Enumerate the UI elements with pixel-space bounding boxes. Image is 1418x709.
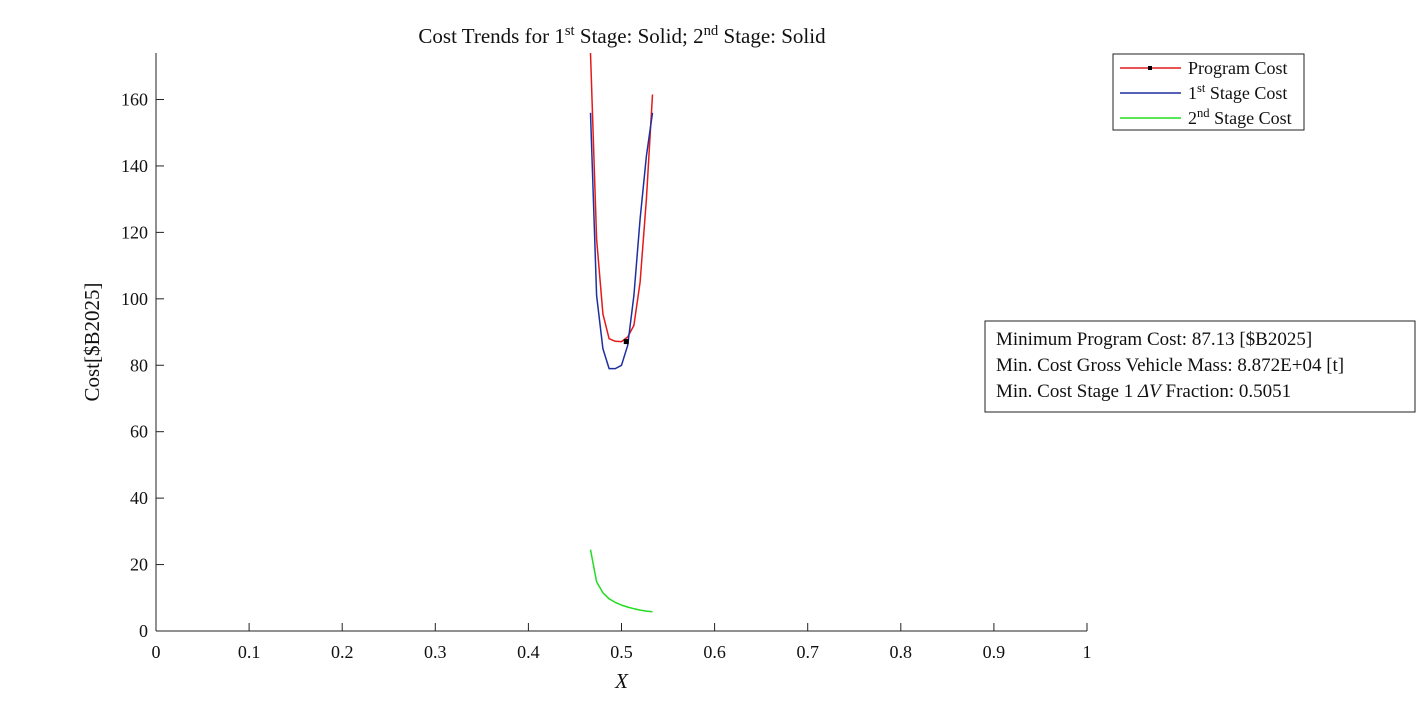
legend-label-part: nd (1197, 106, 1210, 120)
x-tick-label: 1 (1083, 642, 1092, 662)
chart-title-text-part: Cost Trends for 1 (418, 24, 564, 48)
series-1-point (614, 367, 617, 370)
annotation-line: Minimum Program Cost: 87.13 [$B2025] (996, 329, 1312, 350)
legend-label-part: 1 (1188, 83, 1197, 103)
x-tick-label: 0.3 (424, 642, 447, 662)
series-1-point (608, 367, 611, 370)
annotation-line-part: ΔV (1137, 381, 1163, 402)
chart-title-text-part: Stage: Solid (718, 24, 826, 48)
series-2-point (651, 610, 654, 613)
y-axis-title: Cost[$B2025] (80, 282, 104, 401)
legend-label-part: Stage Cost (1205, 83, 1287, 103)
series-1-point (626, 344, 629, 347)
chart-title-text: Cost Trends for 1st Stage: Solid; 2nd St… (418, 23, 826, 48)
legend-label: 2nd Stage Cost (1188, 106, 1292, 128)
annotation-line-part: Min. Cost Stage 1 (996, 381, 1138, 402)
x-axis-title: X (614, 669, 629, 693)
legend-label-part: st (1197, 81, 1206, 95)
x-tick-label: 0.6 (703, 642, 726, 662)
annotation-line: Min. Cost Stage 1 ΔV Fraction: 0.5051 (996, 381, 1291, 402)
x-tick-label: 0 (152, 642, 161, 662)
chart-title-text-part: Stage: Solid; 2 (575, 24, 704, 48)
series-line-2 (589, 549, 653, 613)
y-tick-label: 60 (130, 422, 148, 442)
series-0-point (639, 281, 642, 284)
series-line-0 (589, 52, 654, 343)
axes: 0 0.1 0.2 0.3 0.4 0.5 0.6 0.7 0.8 0.9 1 0 20 40 60 80 10… (80, 53, 1092, 693)
x-tick-label: 0.1 (238, 642, 261, 662)
y-tick-label: 20 (130, 555, 148, 575)
series-2-point (589, 548, 592, 551)
min-cost-annotation: Minimum Program Cost: 87.13 [$B2025] Min.… (984, 320, 1416, 413)
series-0-point (645, 198, 648, 201)
series-line-1 (589, 112, 654, 370)
series-2-point (645, 610, 648, 613)
series-1-point (651, 111, 654, 114)
series-0-point (608, 337, 611, 340)
series-1-point (601, 347, 604, 350)
y-tick-label: 100 (121, 289, 148, 309)
y-tick-label: 80 (130, 355, 148, 375)
series-2-point (608, 597, 611, 600)
legend-label: Program Cost (1188, 58, 1288, 78)
series-2-point (614, 601, 617, 604)
series-0-point (589, 52, 592, 55)
series-0-point (632, 324, 635, 327)
series-0-point (601, 312, 604, 315)
series-0-point (595, 238, 598, 241)
x-tick-label: 0.9 (983, 642, 1006, 662)
series-2-point (639, 609, 642, 612)
chart-title: Cost Trends for 1st Stage: Solid; 2nd St… (418, 23, 826, 48)
chart-title-text-part: st (565, 23, 575, 39)
series-1-point (620, 364, 623, 367)
series-1-point (639, 218, 642, 221)
x-tick-label: 0.5 (610, 642, 633, 662)
annotation-line-part: Fraction: 0.5051 (1161, 381, 1291, 402)
y-tick-label: 160 (121, 90, 148, 110)
y-tick-label: 120 (121, 222, 148, 242)
x-tick-label: 0.4 (517, 642, 540, 662)
legend-label-part: Stage Cost (1210, 108, 1292, 128)
x-tick-label: 0.2 (331, 642, 354, 662)
series-1-point (589, 111, 592, 114)
chart-title-text-part: nd (704, 23, 719, 39)
series-1-point (645, 154, 648, 157)
series-lines (589, 52, 654, 613)
series-1-point (632, 294, 635, 297)
series-0-point (651, 93, 654, 96)
series-2-point (626, 606, 629, 609)
series-0-point (620, 340, 623, 343)
series-2-point (620, 604, 623, 607)
series-2-point (595, 580, 598, 583)
annotation-line-part: Min. Cost Gross Vehicle Mass: 8.872E+04 … (996, 355, 1344, 376)
legend-marker (1148, 66, 1152, 70)
series-0-point (614, 340, 617, 343)
series-2-point (632, 607, 635, 610)
annotation-box (984, 320, 1416, 413)
y-tick-label: 140 (121, 156, 148, 176)
legend-label-part: Program Cost (1188, 58, 1288, 78)
y-tick-label: 0 (139, 621, 148, 641)
annotation-line-part: Minimum Program Cost: 87.13 [$B2025] (996, 329, 1312, 350)
y-tick-label: 40 (130, 488, 148, 508)
series-1-point (595, 294, 598, 297)
annotation-line: Min. Cost Gross Vehicle Mass: 8.872E+04 … (996, 355, 1344, 376)
minimum-cost-marker (623, 339, 629, 345)
x-tick-label: 0.8 (890, 642, 913, 662)
series-2-point (601, 591, 604, 594)
legend-label-part: 2 (1188, 108, 1197, 128)
legend-label: 1st Stage Cost (1188, 81, 1287, 103)
x-tick-label: 0.7 (796, 642, 819, 662)
